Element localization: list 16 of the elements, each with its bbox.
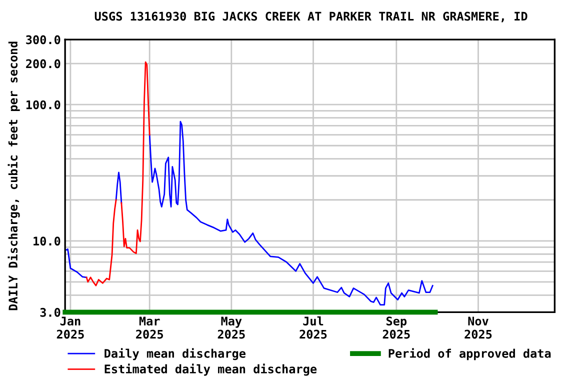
x-tick-label: Nov 2025: [464, 316, 492, 339]
x-tick-label: Mar 2025: [136, 316, 164, 339]
y-tick-label: 10.0: [34, 236, 60, 246]
x-tick-label: Sep 2025: [382, 316, 410, 339]
y-tick-label: 200.0: [26, 59, 60, 68]
y-tick-label: 100.0: [26, 100, 60, 110]
y-axis-title: DAILY Discharge, cubic feet per second: [8, 42, 20, 310]
legend-label: Period of approved data: [388, 348, 551, 360]
x-tick-label: May 2025: [218, 316, 245, 339]
legend-label: Daily mean discharge: [104, 348, 246, 360]
y-tick-label: 3.0: [40, 308, 60, 317]
x-tick-label: Jul 2025: [300, 316, 327, 339]
chart-title: USGS 13161930 BIG JACKS CREEK AT PARKER TRAIL NR GRASMERE, ID: [94, 12, 528, 22]
x-tick-label: Jan 2025: [56, 316, 84, 339]
legend-label: Estimated daily mean discharge: [104, 364, 317, 376]
y-tick-label: 300.0: [26, 35, 60, 44]
